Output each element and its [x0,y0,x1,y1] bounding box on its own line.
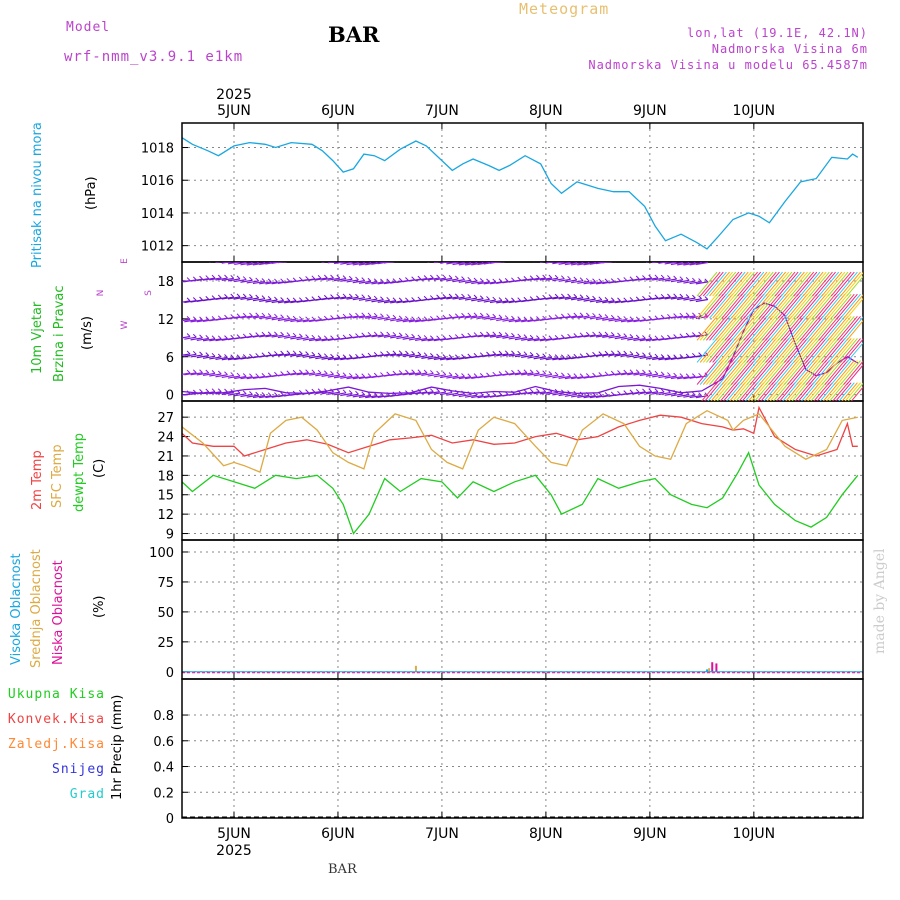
station-title: BAR [328,22,380,47]
location-info: lon,lat (19.1E, 42.1N) [687,26,868,40]
model-elevation-info: Nadmorska Visina u modelu 65.4587m [588,58,868,72]
dewpt-label: dewpt Temp [72,432,87,512]
hail-label: Grad [69,787,105,802]
ytick-label-precip-0: 0 [166,812,174,827]
precip-unit: 1hr Precip (mm) [110,694,125,800]
wind-label-1: 10m Vjetar [30,301,45,374]
precip-total-label: Ukupna Kisa [7,687,105,702]
bottom-day-label-2: 7JUN [425,826,459,842]
top-day-label-0: 5JUN [217,103,251,119]
ytick-label-temperature-0: 9 [166,528,174,543]
precip-conv-label: Konvek.Kisa [7,712,105,727]
series-line-temperature-2 [182,451,859,535]
bar-clouds-0-0 [706,669,709,672]
series-line-temperature-1 [182,409,858,473]
bottom-year-label: 2025 [216,843,252,859]
product-title: Meteogram [519,0,610,18]
ytick-label-wind-1: 6 [166,351,174,366]
bottom-day-label-3: 8JUN [529,826,563,842]
footer-station: BAR [328,862,357,877]
compass-s: S [144,290,154,296]
wind-unit: (m/s) [80,316,95,350]
bar-clouds-1-1 [708,668,711,672]
ytick-label-wind-0: 0 [166,389,174,404]
top-year-label: 2025 [216,87,252,103]
ytick-label-temperature-1: 12 [157,508,174,523]
ytick-label-precip-3: 0.6 [153,735,174,750]
model-label: Model [66,20,111,35]
bottom-day-label-4: 9JUN [633,826,667,842]
pressure-unit: (hPa) [84,176,99,210]
credit-label: made by Angel [872,548,888,655]
bottom-day-label-5: 10JUN [732,826,775,842]
wind-label-2: Brzina i Pravac [52,285,67,382]
ytick-label-clouds-3: 75 [157,576,174,591]
sfc-temp-label: SFC Temp [50,444,65,508]
temp-unit: (C) [92,458,107,478]
ytick-label-precip-1: 0.2 [153,786,174,801]
frame-clouds [181,539,864,680]
series-line-pressure-0 [182,137,859,250]
ytick-label-pressure-2: 1016 [141,174,174,189]
bottom-day-label-1: 6JUN [321,826,355,842]
snow-label: Snijeg [52,762,105,777]
temp2m-label: 2m Temp [30,450,45,510]
wind-barbs [182,262,863,401]
wind-compass: N S W E [96,258,154,330]
bar-clouds-2-0 [711,662,714,672]
cloud-high-label: Visoka Oblacnost [9,553,24,665]
top-day-label-2: 7JUN [425,103,459,119]
cloud-mid-label: Srednja Oblacnost [29,549,44,668]
ytick-label-clouds-2: 50 [157,606,174,621]
frame-pressure [181,122,864,263]
ytick-label-pressure-3: 1018 [141,142,174,157]
series-line-wind-0 [182,302,859,395]
ytick-label-pressure-1: 1014 [141,207,174,222]
model-name: wrf-nmm_v3.9.1 e1km [64,49,244,65]
pressure-label: Pritisak na nivou mora [30,122,45,268]
ytick-label-wind-3: 18 [157,275,174,290]
ytick-label-precip-4: 0.8 [153,709,174,724]
ytick-label-temperature-5: 24 [157,431,174,446]
bottom-day-label-0: 5JUN [217,826,251,842]
bar-clouds-1-0 [414,665,417,672]
compass-n: N [96,290,106,297]
ytick-label-temperature-4: 21 [157,450,174,465]
ytick-label-pressure-0: 1012 [141,240,174,255]
ytick-label-clouds-1: 25 [157,636,174,651]
frame-precip [181,678,864,819]
bar-clouds-2-1 [715,663,718,672]
elevation-info: Nadmorska Visina 6m [711,42,868,56]
ytick-label-temperature-3: 18 [157,469,174,484]
ytick-label-clouds-0: 0 [166,666,174,681]
precip-frozen-label: Zaledj.Kisa [7,737,105,752]
top-day-label-3: 8JUN [529,103,563,119]
top-day-label-5: 10JUN [732,103,775,119]
ytick-label-temperature-6: 27 [157,411,174,426]
ytick-label-wind-2: 12 [157,313,174,328]
top-day-label-4: 9JUN [633,103,667,119]
compass-e: E [120,258,130,264]
ytick-label-temperature-2: 15 [157,489,174,504]
cloud-low-label: Niska Oblacnost [51,560,66,665]
top-day-label-1: 6JUN [321,103,355,119]
ytick-label-precip-2: 0.4 [153,761,174,776]
ytick-label-clouds-4: 100 [149,546,174,561]
compass-w: W [120,320,130,329]
cloud-unit: (%) [92,595,107,619]
